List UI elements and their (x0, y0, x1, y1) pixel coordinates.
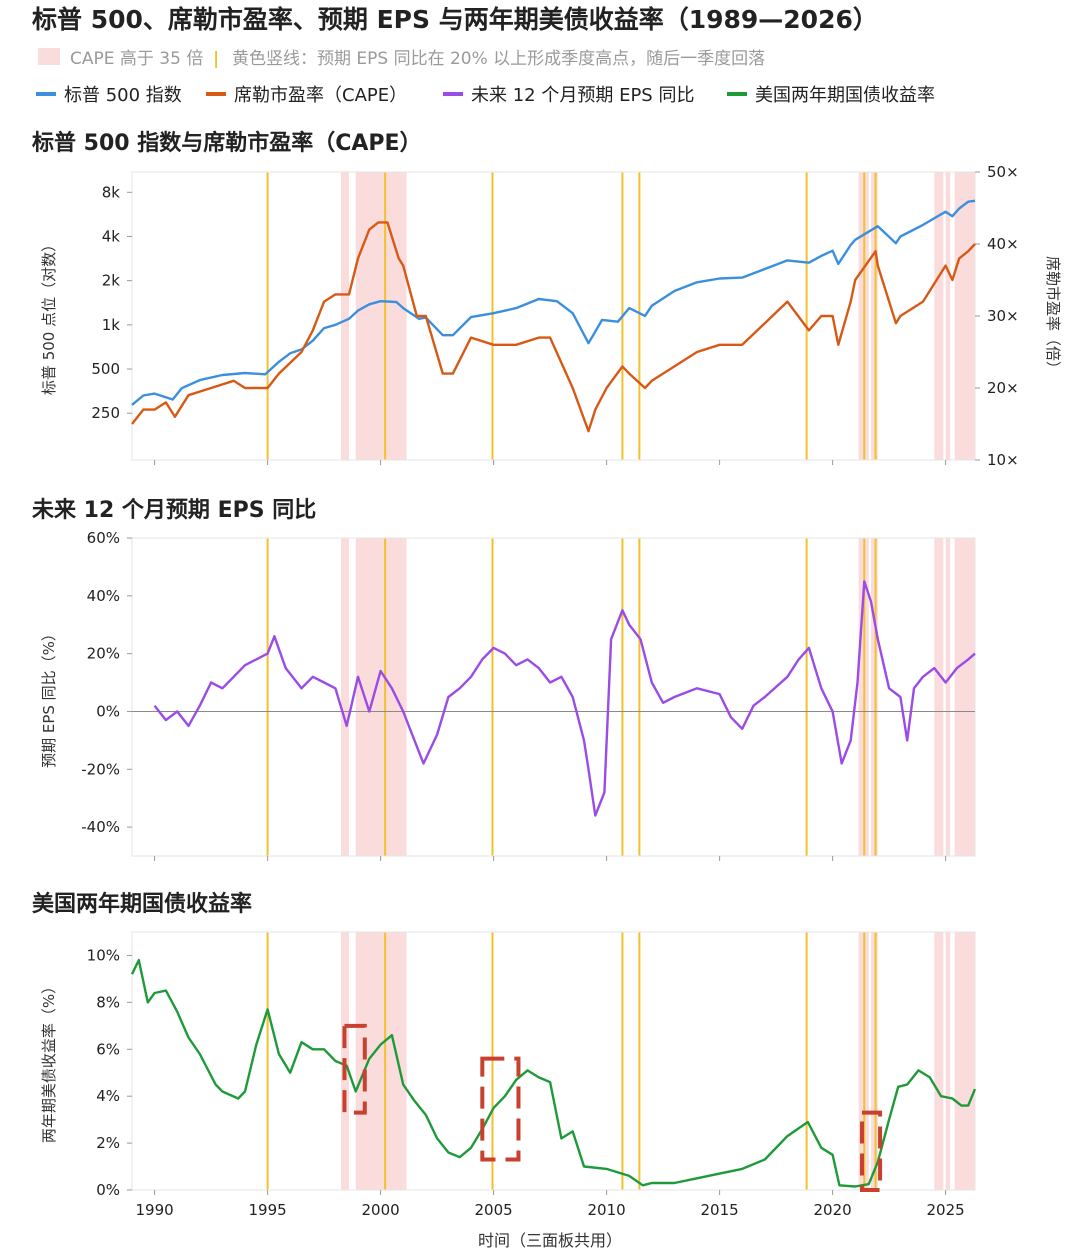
plot-frame (131, 931, 976, 1191)
shaded-period (945, 172, 951, 460)
plot-frame (131, 171, 976, 461)
y-tick-label: 60% (87, 529, 120, 547)
y-right-axis-label: 席勒市盈率（倍） (1044, 256, 1062, 376)
x-tick-label: 2020 (814, 1201, 852, 1219)
vline-label: 黄色竖线：预期 EPS 同比在 20% 以上形成季度高点，随后一季度回落 (232, 49, 765, 69)
legend: 标普 500 指数 席勒市盈率（CAPE） 未来 12 个月预期 EPS 同比 美国两… (36, 85, 935, 106)
series-line-1-1 (131, 199, 976, 406)
panel-2: -40% -20% 0% 20% 40% 60% 预期 EPS 同比（%） (40, 529, 976, 861)
shaded-period (954, 172, 975, 460)
legend-entry: 标普 500 指数 (64, 85, 182, 106)
shaded-period (945, 538, 951, 856)
y-tick-label: 8% (96, 993, 120, 1011)
y-tick-label: 250 (91, 404, 120, 422)
shaded-period (871, 538, 878, 856)
series-line-1-2 (131, 221, 976, 433)
y-tick-label: 4k (102, 227, 121, 245)
series-line-2-1 (153, 580, 976, 817)
shaded-period (871, 172, 878, 460)
subtitle-separator: | (213, 49, 219, 69)
y-tick-label: 10% (87, 946, 120, 964)
shaded-period (945, 932, 951, 1190)
shaded-period (934, 932, 944, 1190)
y-tick-label: 500 (91, 360, 120, 378)
y-right-tick-label: 10× (987, 451, 1019, 469)
legend-entry: 未来 12 个月预期 EPS 同比 (471, 85, 694, 106)
panel-3: 0% 2% 4% 6% 8% 10% 两年期美债收益率（%） 1990 1995 2000 2005… (40, 931, 977, 1219)
x-tick-label: 2000 (362, 1201, 400, 1219)
annotation-box-2005 (480, 1056, 521, 1162)
legend-swatch (727, 92, 747, 96)
shaded-period (934, 538, 944, 856)
legend-swatch (206, 92, 226, 96)
y-axis-label: 标普 500 点位（对数） (40, 237, 58, 395)
y-tick-label: 2% (96, 1134, 120, 1152)
annotation-box-2021 (859, 1110, 883, 1192)
panel-1-title: 标普 500 指数与席勒市盈率（CAPE） (32, 130, 422, 156)
x-axis-label: 时间（三面板共用） (478, 1231, 622, 1250)
y-right-tick-label: 20× (987, 379, 1019, 397)
y-tick-label: 1k (102, 316, 121, 334)
x-tick-label: 2005 (475, 1201, 513, 1219)
shade-swatch (38, 48, 60, 65)
shaded-period (355, 172, 407, 460)
panels: 250 500 1k 2k 4k 8k 标普 500 点位（对数） 10× 20× 30× 40× 5… (40, 163, 1062, 1219)
x-tick-label: 2015 (701, 1201, 739, 1219)
y-axis-label: 两年期美债收益率（%） (40, 979, 58, 1143)
y-tick-label: 8k (102, 183, 121, 201)
y-right-tick-label: 40× (987, 235, 1019, 253)
panel-1: 250 500 1k 2k 4k 8k 标普 500 点位（对数） 10× 20× 30× 40× 5… (40, 163, 1062, 469)
shaded-period (934, 172, 944, 460)
shaded-period (954, 538, 975, 856)
legend-entry: 席勒市盈率（CAPE） (234, 85, 407, 106)
legend-entry: 美国两年期国债收益率 (755, 85, 935, 106)
legend-swatch (36, 92, 56, 96)
annotation-box-1999 (342, 1023, 367, 1115)
y-tick-label: -40% (81, 818, 120, 836)
legend-swatch (443, 92, 463, 96)
y-tick-label: 0% (96, 1181, 120, 1199)
x-tick-label: 1995 (249, 1201, 287, 1219)
x-tick-label: 2010 (588, 1201, 626, 1219)
y-tick-label: 6% (96, 1040, 120, 1058)
shaded-period (871, 932, 878, 1190)
subtitle: CAPE 高于 35 倍 | 黄色竖线：预期 EPS 同比在 20% 以上形成季… (38, 48, 765, 69)
y-tick-label: 40% (87, 587, 120, 605)
plot-frame (131, 537, 976, 857)
shaded-period (954, 932, 975, 1190)
y-tick-label: 20% (87, 645, 120, 663)
y-tick-label: -20% (81, 760, 120, 778)
shaded-period (341, 172, 349, 460)
shade-label: CAPE 高于 35 倍 (70, 49, 203, 69)
y-right-tick-label: 50× (987, 163, 1019, 181)
shaded-period (341, 538, 349, 856)
y-tick-label: 4% (96, 1087, 120, 1105)
x-tick-label: 1990 (136, 1201, 174, 1219)
series-line-3-1 (130, 958, 977, 1188)
y-tick-label: 0% (96, 702, 120, 720)
panel-3-title: 美国两年期国债收益率 (32, 891, 252, 917)
chart-title: 标普 500、席勒市盈率、预期 EPS 与两年期美债收益率（1989—2026） (32, 5, 878, 34)
x-tick-label: 2025 (927, 1201, 965, 1219)
y-axis-label: 预期 EPS 同比（%） (40, 626, 58, 768)
y-tick-label: 2k (102, 272, 121, 290)
panel-2-title: 未来 12 个月预期 EPS 同比 (32, 498, 316, 523)
y-right-tick-label: 30× (987, 307, 1019, 325)
